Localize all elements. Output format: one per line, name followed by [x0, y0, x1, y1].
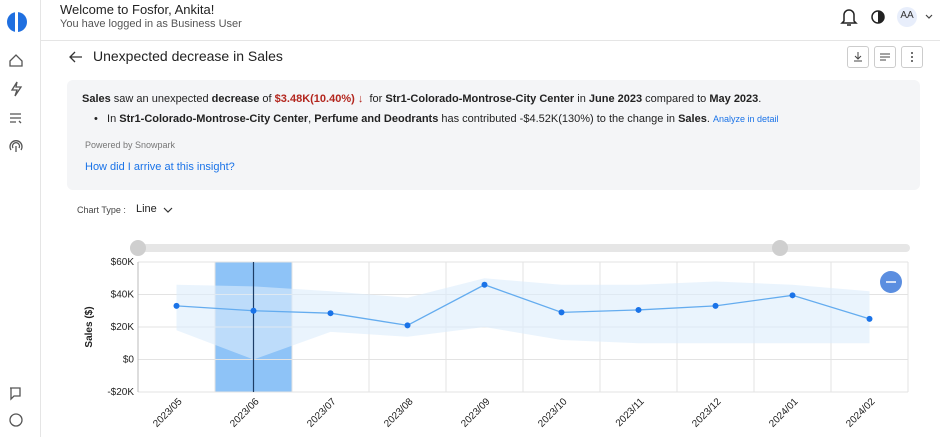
text: compared to — [642, 93, 710, 105]
signal-icon[interactable] — [9, 140, 23, 152]
text: $3.48K(10.40%) ↓ — [274, 93, 364, 105]
x-tick-label: 2023/08 — [382, 396, 416, 430]
x-tick-label: 2023/06 — [228, 396, 262, 430]
subtitle: You have logged in as Business User — [60, 18, 242, 30]
text: saw an unexpected — [110, 93, 212, 105]
text: decrease — [211, 93, 260, 105]
text: , — [308, 113, 315, 125]
point — [327, 310, 334, 317]
text: of — [259, 93, 275, 105]
powered-by: Powered by Snowpark — [85, 140, 176, 150]
x-tick-label: 2023/07 — [305, 396, 339, 430]
chat-icon[interactable] — [10, 387, 21, 401]
x-tick-label: 2023/10 — [536, 396, 570, 430]
text: May 2023 — [709, 93, 759, 105]
point — [481, 281, 488, 288]
x-tick-label: 2023/09 — [459, 396, 493, 430]
point — [789, 292, 796, 299]
avatar[interactable] — [897, 7, 917, 27]
text: . — [758, 93, 762, 105]
x-tick-label: 2024/02 — [844, 396, 878, 430]
confidence-band — [176, 278, 870, 360]
insight-detail: • In Str1-Colorado-Montrose-City Center,… — [94, 113, 779, 125]
list-button[interactable] — [874, 46, 896, 68]
slider-handle[interactable] — [772, 240, 788, 256]
x-tick-label: 2023/11 — [614, 396, 647, 429]
text: -$4.52K(130%) — [519, 113, 594, 125]
chart-type-label: Chart Type : — [77, 205, 126, 215]
back-button[interactable] — [68, 50, 84, 64]
x-tick-label: 2023/05 — [151, 396, 185, 430]
point — [866, 315, 873, 322]
text: in — [574, 93, 589, 105]
y-tick-label: $60K — [111, 257, 135, 268]
text: Sales — [678, 113, 707, 125]
home-icon[interactable] — [9, 54, 23, 67]
page-title: Unexpected decrease in Sales — [93, 48, 283, 64]
x-tick-label: 2024/01 — [767, 396, 801, 430]
text: . — [706, 113, 710, 125]
list-icon[interactable] — [10, 113, 22, 124]
text: to the change in — [593, 113, 679, 125]
text: Sales — [82, 93, 111, 105]
avatar-initials: AA — [900, 10, 914, 21]
avatar-menu[interactable] — [925, 14, 933, 19]
series-line — [176, 284, 870, 327]
chart-type-chevron[interactable] — [162, 205, 174, 215]
header-icons — [840, 7, 933, 27]
slider-handle[interactable] — [130, 240, 146, 256]
more-button[interactable] — [901, 46, 923, 68]
text: In — [107, 113, 120, 125]
insights-icon[interactable] — [10, 81, 23, 97]
point — [635, 306, 642, 313]
point — [558, 309, 565, 316]
text: Str1-Colorado-Montrose-City Center — [119, 113, 309, 125]
explain-link[interactable]: How did I arrive at this insight? — [85, 161, 235, 173]
help-icon[interactable] — [9, 413, 23, 427]
y-tick-label: $20K — [111, 322, 135, 333]
y-tick-label: $0 — [123, 355, 135, 366]
text: Str1-Colorado-Montrose-City Center — [385, 93, 575, 105]
text: for — [363, 93, 386, 105]
x-tick-label: 2023/12 — [690, 396, 724, 430]
point — [404, 322, 411, 329]
insight-summary: Sales saw an unexpected decrease of $3.4… — [82, 93, 761, 105]
welcome: Welcome to Fosfor, Ankita! — [60, 2, 215, 17]
y-tick-label: $40K — [111, 290, 135, 301]
divider — [41, 40, 940, 41]
y-axis-label: Sales ($) — [84, 306, 95, 347]
insight-card — [67, 80, 920, 190]
sidebar — [7, 0, 41, 437]
chart-type-select[interactable]: Line — [136, 203, 157, 215]
point — [173, 302, 180, 309]
download-button[interactable] — [847, 46, 869, 68]
bell-icon[interactable] — [840, 9, 858, 26]
y-tick-label: -$20K — [107, 387, 134, 398]
point — [712, 302, 719, 309]
analyze-link[interactable]: Analyze in detail — [712, 114, 779, 124]
text: has contributed — [438, 113, 520, 125]
range-slider[interactable] — [130, 244, 910, 252]
point — [250, 307, 257, 314]
text: June 2023 — [588, 93, 643, 105]
text: Perfume and Deodrants — [314, 113, 439, 125]
collapse-button[interactable] — [878, 269, 904, 295]
